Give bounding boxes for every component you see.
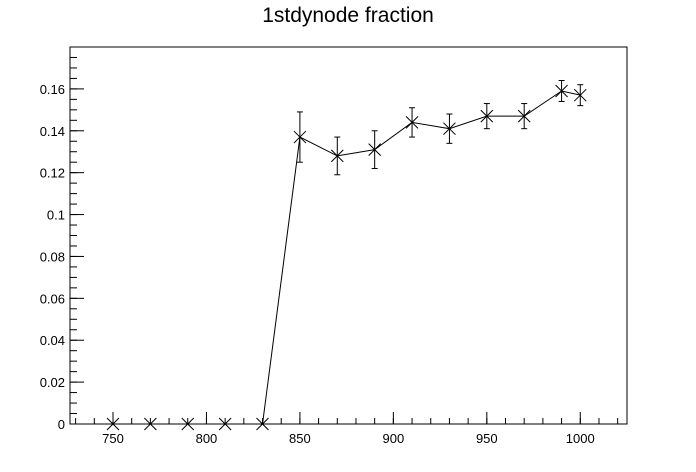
x-tick-label: 1000 bbox=[566, 431, 595, 446]
data-point-marker bbox=[330, 149, 344, 163]
y-tick-label: 0.08 bbox=[40, 249, 65, 264]
data-point-marker bbox=[218, 417, 232, 431]
data-point-marker bbox=[555, 84, 568, 98]
data-point-marker bbox=[517, 109, 531, 123]
chart-title: 1stdynode fraction bbox=[262, 4, 434, 27]
data-point-marker bbox=[256, 417, 269, 431]
x-tick-label: 750 bbox=[102, 431, 124, 446]
data-point-marker bbox=[443, 122, 456, 136]
y-tick-label: 0.12 bbox=[40, 166, 65, 181]
data-point-marker bbox=[368, 143, 382, 156]
x-tick-label: 950 bbox=[476, 431, 498, 446]
data-point-marker bbox=[181, 417, 195, 431]
x-tick-label: 800 bbox=[196, 431, 218, 446]
y-tick-label: 0.14 bbox=[40, 124, 65, 139]
data-point-marker bbox=[405, 116, 419, 129]
y-tick-label: 0.1 bbox=[47, 208, 65, 223]
x-tick-label: 850 bbox=[289, 431, 311, 446]
y-tick-label: 0.16 bbox=[40, 82, 65, 97]
x-tick-label: 900 bbox=[383, 431, 405, 446]
series-line bbox=[112, 90, 581, 425]
y-tick-label: 0 bbox=[58, 417, 65, 432]
data-point-marker bbox=[573, 88, 587, 102]
data-point-marker bbox=[144, 417, 157, 431]
y-tick-label: 0.04 bbox=[40, 333, 65, 348]
y-tick-label: 0.02 bbox=[40, 375, 65, 390]
data-point-marker bbox=[480, 109, 494, 123]
data-point-marker bbox=[106, 417, 120, 431]
data-point-marker bbox=[293, 130, 307, 144]
y-tick-label: 0.06 bbox=[40, 291, 65, 306]
